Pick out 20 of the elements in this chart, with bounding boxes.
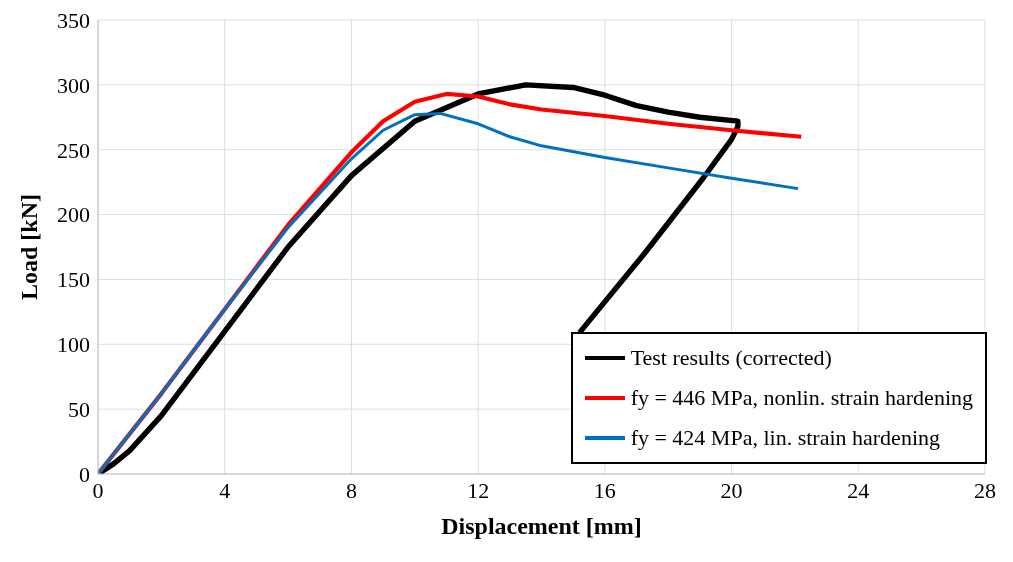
legend-label: fy = 424 MPa, lin. strain hardening	[630, 424, 940, 452]
x-tick-label: 28	[974, 477, 996, 503]
x-tick-label: 8	[345, 477, 357, 503]
x-tick-label: 24	[847, 477, 870, 503]
x-axis-title: Displacement [mm]	[441, 513, 642, 539]
legend-label: fy = 446 MPa, nonlin. strain hardening	[630, 384, 973, 412]
y-tick-label: 250	[57, 137, 90, 163]
x-tick-label: 16	[593, 477, 616, 503]
y-axis-title: Load [kN]	[15, 193, 42, 301]
x-tick-label: 20	[720, 477, 743, 503]
y-tick-label: 0	[79, 461, 90, 487]
x-tick-label: 4	[219, 477, 231, 503]
y-tick-label: 350	[57, 7, 90, 33]
y-tick-label: 100	[57, 332, 90, 358]
legend-label: Test results (corrected)	[630, 344, 832, 372]
y-tick-label: 300	[57, 72, 90, 98]
y-tick-label: 150	[57, 267, 90, 293]
y-tick-label: 50	[68, 396, 90, 422]
x-tick-label: 12	[467, 477, 490, 503]
y-tick-label: 200	[57, 202, 90, 228]
